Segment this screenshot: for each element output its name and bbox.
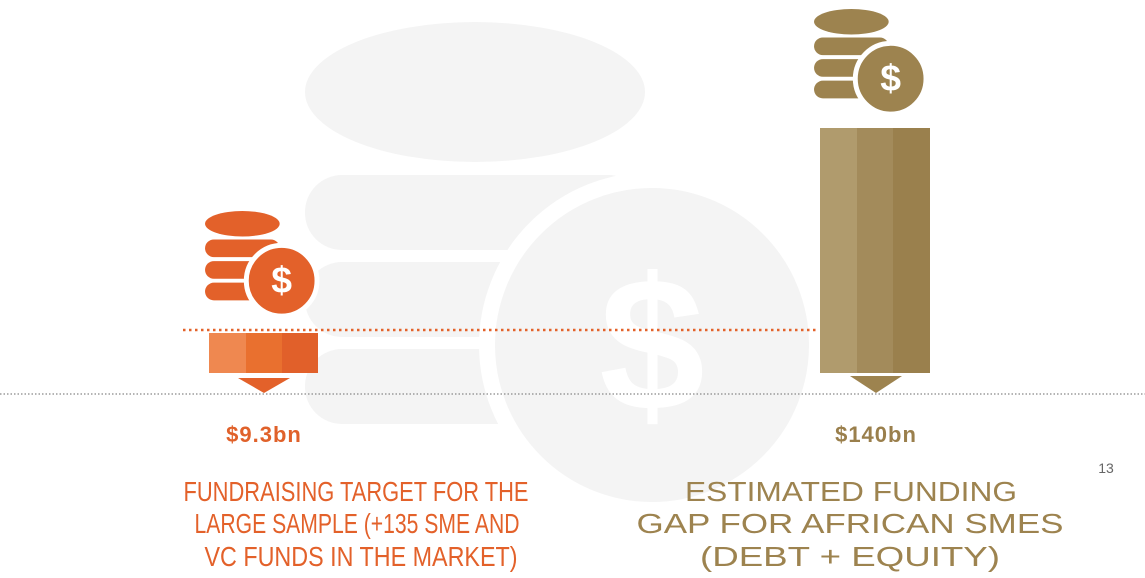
description-line: LARGE SAMPLE (+135 SME AND (195, 508, 520, 539)
value-label: $140bn (835, 422, 917, 447)
small-bar (209, 333, 318, 373)
description-line: FUNDRAISING TARGET FOR THE (184, 476, 529, 507)
watermark: $ (305, 22, 825, 518)
coins-icon (205, 211, 317, 316)
description-line: VC FUNDS IN THE MARKET) (205, 541, 518, 572)
value-label: $9.3bn (226, 422, 302, 447)
description-line: (DEBT + EQUITY) (700, 541, 1000, 572)
description-line: ESTIMATED FUNDING (685, 476, 1017, 507)
svg-text:$: $ (599, 239, 705, 451)
coins-icon (814, 9, 926, 114)
footnote: 13 (1098, 460, 1114, 476)
description-line: GAP FOR AFRICAN SMES (637, 508, 1064, 539)
arrow (850, 376, 902, 393)
large-bar (820, 128, 930, 373)
arrow (238, 378, 290, 393)
